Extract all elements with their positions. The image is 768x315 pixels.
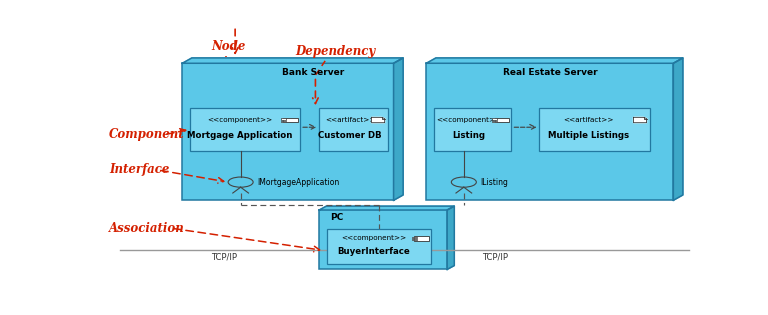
Text: Mortgage Application: Mortgage Application: [187, 131, 293, 140]
Bar: [283, 118, 298, 122]
Polygon shape: [426, 58, 683, 63]
Text: Customer DB: Customer DB: [318, 131, 382, 140]
Text: Node: Node: [211, 40, 245, 53]
Text: Association: Association: [109, 222, 185, 235]
Text: <<component>>: <<component>>: [341, 235, 406, 241]
Text: <<component>>: <<component>>: [207, 117, 272, 123]
Bar: [281, 121, 286, 122]
Bar: [434, 108, 511, 151]
Bar: [412, 239, 417, 240]
Text: Real Estate Server: Real Estate Server: [502, 68, 598, 77]
Text: IListing: IListing: [481, 178, 508, 186]
Text: TCP/IP: TCP/IP: [211, 252, 237, 261]
Polygon shape: [182, 58, 403, 63]
Polygon shape: [319, 206, 455, 210]
Text: Interface: Interface: [109, 163, 170, 176]
Text: Bank Server: Bank Server: [282, 68, 344, 77]
Text: Dependency: Dependency: [296, 45, 376, 58]
Text: <<component>>: <<component>>: [436, 117, 502, 123]
Bar: [319, 210, 447, 269]
Bar: [319, 108, 388, 151]
Polygon shape: [393, 58, 403, 200]
Bar: [415, 237, 429, 241]
Text: <<artifact>>: <<artifact>>: [325, 117, 376, 123]
Bar: [190, 108, 300, 151]
Polygon shape: [447, 206, 455, 269]
Bar: [281, 118, 286, 119]
Bar: [495, 118, 509, 122]
Text: TCP/IP: TCP/IP: [482, 252, 508, 261]
Polygon shape: [634, 117, 647, 123]
Text: Component: Component: [109, 128, 185, 141]
Polygon shape: [372, 117, 385, 123]
Bar: [426, 63, 674, 200]
Bar: [539, 108, 650, 151]
Text: IMortgageApplication: IMortgageApplication: [257, 178, 339, 186]
Bar: [492, 118, 497, 119]
Polygon shape: [674, 58, 683, 200]
Text: BuyerInterface: BuyerInterface: [337, 247, 410, 256]
Bar: [412, 237, 417, 238]
Text: Multiple Listings: Multiple Listings: [548, 131, 630, 140]
Bar: [182, 63, 393, 200]
Bar: [492, 121, 497, 122]
Bar: [327, 229, 431, 264]
Text: <<artifact>>: <<artifact>>: [564, 117, 614, 123]
Text: PC: PC: [330, 213, 343, 222]
Text: Listing: Listing: [452, 131, 485, 140]
